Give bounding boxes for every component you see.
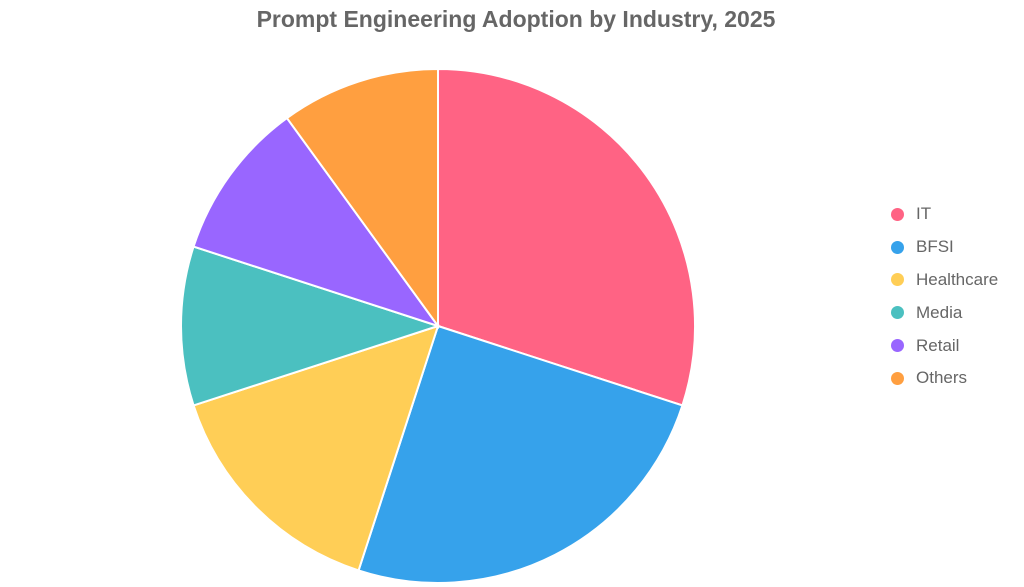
pie-slice-bfsi[interactable] (357, 324, 684, 584)
pie-slice-healthcare[interactable] (192, 324, 440, 572)
legend-swatch (891, 306, 904, 320)
legend-item-bfsi[interactable]: BFSI (891, 231, 998, 264)
legend-label: Media (916, 302, 963, 322)
pie-slices (180, 67, 696, 584)
legend-swatch (891, 240, 904, 254)
pie-slice-media[interactable] (180, 245, 442, 407)
legend-label: Healthcare (916, 269, 999, 289)
legend-item-it[interactable]: IT (891, 198, 998, 231)
legend-label: Others (916, 368, 968, 388)
legend-swatch (891, 371, 904, 385)
pie-slice-others[interactable] (285, 67, 439, 330)
legend-label: Retail (916, 335, 960, 355)
legend-item-others[interactable]: Others (891, 362, 998, 395)
legend-label: IT (916, 204, 932, 224)
chart-title: Prompt Engineering Adoption by Industry,… (256, 6, 776, 32)
legend-item-healthcare[interactable]: Healthcare (891, 264, 998, 297)
legend-label: BFSI (916, 237, 954, 257)
pie-slice-retail[interactable] (192, 116, 441, 328)
legend-item-media[interactable]: Media (891, 296, 998, 329)
chart-legend: IT BFSI Healthcare Media Retail Others (891, 198, 998, 395)
legend-swatch (891, 339, 904, 353)
pie-slice-it[interactable] (437, 67, 696, 407)
legend-item-retail[interactable]: Retail (891, 329, 998, 362)
legend-swatch (891, 273, 904, 287)
legend-swatch (891, 207, 904, 221)
